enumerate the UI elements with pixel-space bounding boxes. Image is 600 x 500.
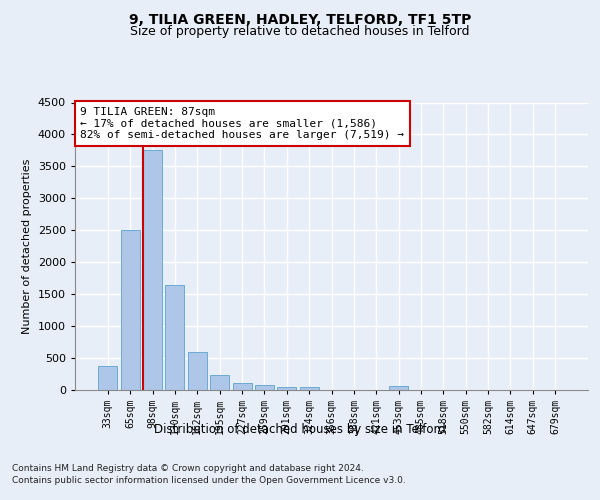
Y-axis label: Number of detached properties: Number of detached properties <box>22 158 32 334</box>
Bar <box>299 388 319 390</box>
Text: Contains HM Land Registry data © Crown copyright and database right 2024.: Contains HM Land Registry data © Crown c… <box>12 464 364 473</box>
Text: Size of property relative to detached houses in Telford: Size of property relative to detached ho… <box>130 25 470 38</box>
Bar <box>188 352 207 390</box>
Text: 9, TILIA GREEN, HADLEY, TELFORD, TF1 5TP: 9, TILIA GREEN, HADLEY, TELFORD, TF1 5TP <box>129 12 471 26</box>
Bar <box>233 383 251 390</box>
Bar <box>166 284 184 390</box>
Bar <box>121 230 140 390</box>
Bar <box>255 385 274 390</box>
Bar <box>143 150 162 390</box>
Text: Distribution of detached houses by size in Telford: Distribution of detached houses by size … <box>154 422 446 436</box>
Bar <box>210 376 229 390</box>
Text: 9 TILIA GREEN: 87sqm
← 17% of detached houses are smaller (1,586)
82% of semi-de: 9 TILIA GREEN: 87sqm ← 17% of detached h… <box>80 107 404 140</box>
Bar <box>98 366 118 390</box>
Text: Contains public sector information licensed under the Open Government Licence v3: Contains public sector information licen… <box>12 476 406 485</box>
Bar <box>389 386 408 390</box>
Bar <box>277 387 296 390</box>
